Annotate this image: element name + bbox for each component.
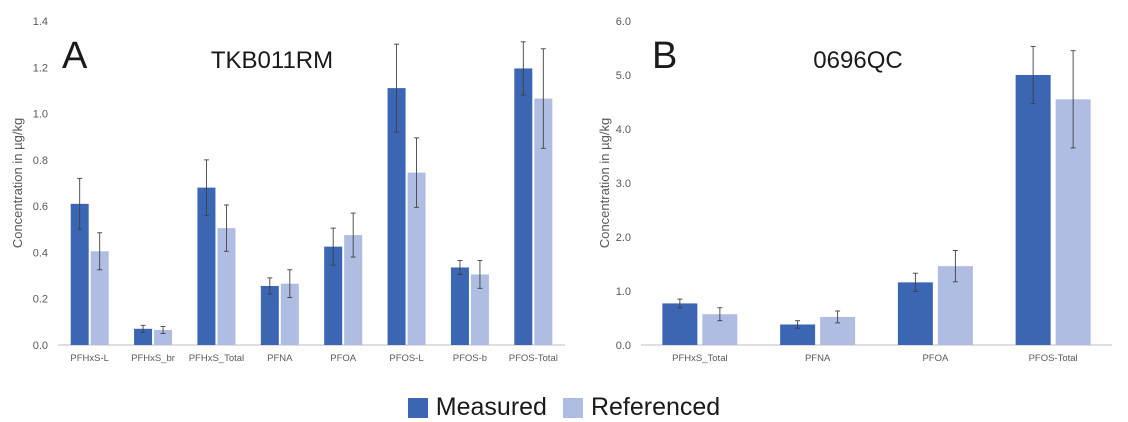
error-bar [540, 48, 546, 149]
bar-measured [134, 328, 153, 345]
x-category-label: PFNA [805, 353, 831, 364]
bar-measured [662, 303, 698, 345]
error-bar [287, 269, 293, 299]
y-tick-label: 0.8 [33, 155, 48, 167]
error-bar [267, 277, 273, 295]
y-axis-label: Concentration in µg/kg [10, 118, 25, 248]
bar-measured [780, 324, 816, 345]
y-tick-label: 2.0 [616, 232, 631, 244]
chart-title: TKB011RM [211, 47, 333, 74]
x-category-label: PFHxS-L [70, 353, 109, 364]
error-bar [350, 212, 356, 258]
bar-referenced [90, 251, 109, 345]
y-tick-label: 1.4 [33, 16, 48, 28]
x-category-label: PFHxS_Total [189, 353, 244, 364]
legend-label-measured: Measured [435, 393, 547, 421]
error-bar [835, 310, 841, 324]
bar-referenced [280, 283, 299, 345]
error-bar [717, 307, 723, 322]
error-bar [160, 326, 166, 334]
error-bar [140, 324, 146, 333]
chart-panel-B: 0.0 1.0 2.0 3.0 4.0 5.0 6.0 Concentration in µg… [597, 16, 1112, 364]
error-bar [394, 43, 400, 133]
x-category-label: PFOA [330, 353, 357, 364]
error-bar [952, 250, 958, 283]
legend-label-referenced: Referenced [590, 393, 721, 421]
legend-swatch-measured [407, 397, 428, 418]
error-bar [223, 204, 229, 252]
bar-measured [897, 282, 933, 345]
bar-measured [70, 203, 89, 345]
error-bar [1070, 50, 1076, 149]
legend-item-measured: Measured [407, 393, 547, 422]
error-bar [414, 137, 420, 208]
error-bar [520, 41, 526, 96]
y-tick-label: 0.6 [33, 201, 48, 213]
bar-referenced [534, 98, 553, 346]
error-bar [912, 272, 918, 292]
y-axis-label: Concentration in µg/kg [597, 118, 612, 248]
error-bar [97, 232, 103, 271]
chart-panel-A: 0.0 0.2 0.4 0.6 0.8 1.0 1.2 1.4 Concentration in… [10, 16, 565, 364]
error-bar [795, 320, 801, 329]
x-category-label: PFOS-Total [1029, 353, 1078, 364]
error-bar [330, 227, 336, 266]
bar-measured [324, 246, 343, 345]
bar-referenced [470, 274, 489, 345]
x-category-label: PFOS-L [389, 353, 423, 364]
bar-measured [514, 68, 533, 345]
bar-measured [197, 187, 216, 345]
y-tick-label: 1.0 [616, 286, 631, 298]
y-tick-label: 3.0 [616, 178, 631, 190]
y-tick-label: 4.0 [616, 124, 631, 136]
bar-referenced [217, 228, 236, 345]
chart-title: 0696QC [813, 47, 902, 74]
y-tick-label: 0.0 [616, 340, 631, 352]
panel-letter: A [62, 35, 88, 77]
panel-letter: B [652, 35, 677, 77]
y-tick-label: 5.0 [616, 70, 631, 82]
y-tick-label: 0.4 [33, 247, 48, 259]
error-bar [203, 159, 209, 216]
error-bar [77, 177, 83, 230]
error-bar [1030, 45, 1036, 105]
y-tick-label: 1.0 [33, 109, 48, 121]
x-category-label: PFHxS_br [131, 353, 175, 364]
bar-referenced [407, 172, 426, 345]
y-tick-label: 6.0 [616, 16, 631, 28]
bar-measured [387, 88, 406, 345]
x-category-label: PFOA [922, 353, 949, 364]
error-bar [477, 260, 483, 289]
bar-measured [1015, 75, 1051, 345]
y-tick-label: 1.2 [33, 62, 48, 74]
legend-swatch-referenced [562, 397, 583, 418]
y-tick-label: 0.0 [33, 340, 48, 352]
x-category-label: PFHxS_Total [672, 353, 727, 364]
bar-referenced [154, 329, 173, 345]
error-bar [677, 298, 683, 309]
x-category-label: PFNA [267, 353, 293, 364]
bar-measured [450, 267, 469, 345]
x-category-label: PFOS-Total [509, 353, 558, 364]
x-category-label: PFOS-b [453, 353, 487, 364]
bar-measured [260, 285, 279, 345]
legend-item-referenced: Referenced [562, 393, 721, 422]
legend: Measured Referenced [0, 393, 1128, 422]
bar-referenced [344, 235, 363, 345]
y-tick-label: 0.2 [33, 294, 48, 306]
error-bar [457, 260, 463, 275]
